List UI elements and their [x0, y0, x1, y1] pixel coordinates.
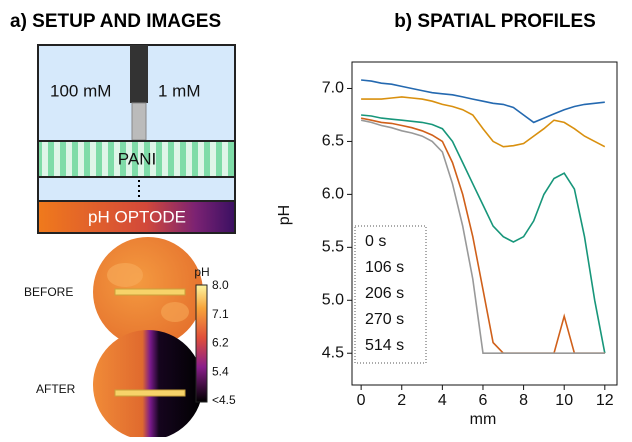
- line: [360, 119, 605, 354]
- y-axis-label: pH: [276, 205, 293, 225]
- profile-line: [114, 389, 186, 397]
- legend-label: 270 s: [365, 311, 404, 328]
- colorbar: [195, 284, 208, 403]
- colorbar-tick-label: 6.2: [212, 336, 229, 350]
- label: PANI: [118, 149, 156, 168]
- legend-label: 514 s: [365, 337, 404, 354]
- texture: [107, 263, 143, 287]
- x-tick-label: 8: [519, 392, 528, 409]
- after-image: [93, 330, 203, 440]
- legend: [354, 225, 427, 364]
- plot-frame: [351, 61, 618, 386]
- profile-line: [114, 288, 186, 296]
- y-tick-label: 5.0: [322, 291, 344, 308]
- y-tick-label: 5.5: [322, 239, 344, 256]
- label: 100 mM: [50, 81, 111, 100]
- membrane: [37, 140, 236, 178]
- label: pH OPTODE: [88, 207, 186, 226]
- label: AFTER: [36, 382, 76, 396]
- legend-label: 106 s: [365, 259, 404, 276]
- x-axis-label: mm: [470, 411, 497, 428]
- colorbar-ticks: 8.0 7.1 6.2 5.4 <4.5: [212, 278, 236, 407]
- texture: [161, 302, 189, 322]
- colorbar-title: pH: [194, 265, 209, 279]
- gap: [37, 176, 236, 202]
- x-tick-label: 12: [596, 392, 614, 409]
- label: 1 mM: [158, 81, 201, 100]
- colorbar-tick-label: <4.5: [212, 393, 236, 407]
- x-tick-label: 10: [555, 392, 573, 409]
- y-tick-label: 7.0: [322, 80, 344, 97]
- electrode-tip: [131, 102, 147, 141]
- label: BEFORE: [24, 285, 73, 299]
- x-tick-label: 6: [479, 392, 488, 409]
- x-tick-label: 4: [438, 392, 447, 409]
- y-tick-label: 6.5: [322, 133, 344, 150]
- line: [361, 79, 605, 124]
- line: [361, 96, 606, 148]
- setup-diagram: 100 mM 1 mM PANI pH OPTODE: [37, 44, 236, 234]
- colorbar-tick-label: 5.4: [212, 364, 229, 378]
- legend-label: 206 s: [365, 285, 404, 302]
- y-tick-label: 4.5: [322, 344, 344, 361]
- panel-title: a) SETUP AND IMAGES: [10, 11, 221, 32]
- legend-label: 0 s: [365, 233, 386, 250]
- colorbar-tick-label: 8.0: [212, 278, 229, 292]
- x-tick-label: 2: [397, 392, 406, 409]
- optode: [37, 200, 236, 234]
- chart-title: b) SPATIAL PROFILES: [394, 11, 596, 32]
- images: BEFORE AFTER pH 8.0 7.1 6.2 5.4 <4.5: [24, 237, 236, 440]
- line: [360, 117, 605, 354]
- y-tick-label: 6.0: [322, 186, 344, 203]
- x-tick-label: 0: [357, 392, 366, 409]
- electrode: [130, 45, 148, 103]
- colorbar-tick-label: 7.1: [212, 307, 229, 321]
- line: [361, 114, 606, 354]
